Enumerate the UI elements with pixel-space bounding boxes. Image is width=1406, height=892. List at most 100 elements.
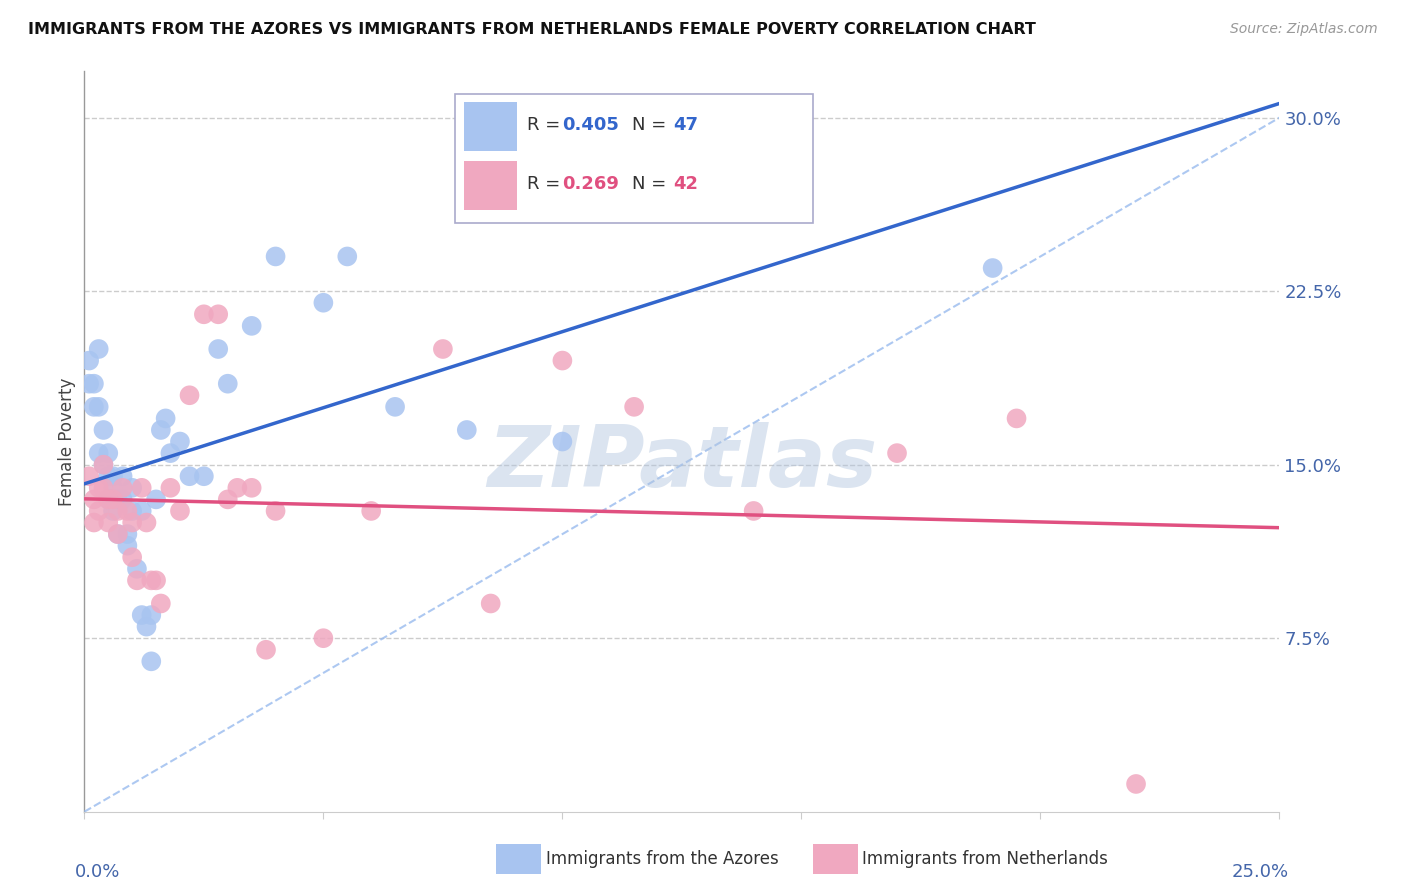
Text: 0.0%: 0.0% xyxy=(75,863,120,880)
Point xyxy=(125,562,148,576)
Point xyxy=(111,469,134,483)
Point xyxy=(131,608,153,623)
Point xyxy=(226,481,249,495)
Point xyxy=(141,654,163,668)
Point xyxy=(87,400,110,414)
Point xyxy=(121,516,143,530)
Text: N =: N = xyxy=(631,175,672,193)
Point xyxy=(551,353,574,368)
Text: 47: 47 xyxy=(673,116,699,134)
Point xyxy=(97,492,120,507)
FancyBboxPatch shape xyxy=(464,161,517,210)
Point xyxy=(336,250,359,264)
Text: ZIPatlas: ZIPatlas xyxy=(486,422,877,505)
Point xyxy=(83,516,105,530)
Point xyxy=(193,307,215,321)
Text: Source: ZipAtlas.com: Source: ZipAtlas.com xyxy=(1230,22,1378,37)
Point xyxy=(111,492,134,507)
Point xyxy=(432,342,454,356)
Point xyxy=(240,481,263,495)
Point xyxy=(207,307,229,321)
Point xyxy=(551,434,574,449)
Point xyxy=(87,446,110,460)
Text: R =: R = xyxy=(527,116,565,134)
Point xyxy=(101,469,124,483)
Point xyxy=(312,631,335,645)
Point xyxy=(264,504,287,518)
Point xyxy=(121,504,143,518)
Point xyxy=(207,342,229,356)
Text: 25.0%: 25.0% xyxy=(1232,863,1289,880)
Point xyxy=(93,481,115,495)
Point xyxy=(87,504,110,518)
Point xyxy=(117,504,139,518)
Text: 0.405: 0.405 xyxy=(562,116,619,134)
FancyBboxPatch shape xyxy=(464,102,517,151)
Point xyxy=(83,376,105,391)
Point xyxy=(135,619,157,633)
Point xyxy=(159,446,181,460)
Point xyxy=(97,492,120,507)
Point xyxy=(125,574,148,588)
Point xyxy=(217,492,239,507)
Point xyxy=(141,608,163,623)
Point xyxy=(193,469,215,483)
Point xyxy=(1125,777,1147,791)
Point xyxy=(623,400,645,414)
Point xyxy=(77,469,100,483)
FancyBboxPatch shape xyxy=(456,94,814,223)
Point xyxy=(981,260,1004,275)
Point xyxy=(77,353,100,368)
Point xyxy=(264,250,287,264)
Point xyxy=(83,400,105,414)
Point xyxy=(141,574,163,588)
Point xyxy=(97,446,120,460)
Point xyxy=(169,434,191,449)
Point xyxy=(240,318,263,333)
Point xyxy=(101,481,124,495)
Point xyxy=(121,481,143,495)
Text: R =: R = xyxy=(527,175,565,193)
Point xyxy=(742,145,765,160)
Point xyxy=(97,469,120,483)
Point xyxy=(107,504,129,518)
Point xyxy=(886,446,908,460)
Point xyxy=(145,574,167,588)
Point xyxy=(117,527,139,541)
Point xyxy=(101,504,124,518)
Point xyxy=(117,539,139,553)
Point xyxy=(179,388,201,402)
Point xyxy=(254,642,277,657)
Point xyxy=(93,458,115,472)
Text: 42: 42 xyxy=(673,175,699,193)
Point xyxy=(107,527,129,541)
Point xyxy=(479,597,502,611)
Point xyxy=(111,481,134,495)
Point xyxy=(97,516,120,530)
Text: N =: N = xyxy=(631,116,672,134)
Text: 0.269: 0.269 xyxy=(562,175,619,193)
Point xyxy=(169,504,191,518)
Point xyxy=(384,400,406,414)
Point xyxy=(87,481,110,495)
Point xyxy=(159,481,181,495)
Point xyxy=(149,597,172,611)
Point xyxy=(312,295,335,310)
Point xyxy=(145,492,167,507)
Point xyxy=(107,527,129,541)
Point xyxy=(135,516,157,530)
Y-axis label: Female Poverty: Female Poverty xyxy=(58,377,76,506)
Point xyxy=(742,504,765,518)
Point xyxy=(93,423,115,437)
Point xyxy=(77,376,100,391)
Point xyxy=(1005,411,1028,425)
Point xyxy=(107,492,129,507)
Point xyxy=(179,469,201,483)
Point xyxy=(149,423,172,437)
Point xyxy=(360,504,382,518)
Point xyxy=(217,376,239,391)
Text: Immigrants from the Azores: Immigrants from the Azores xyxy=(546,850,779,868)
Point xyxy=(83,492,105,507)
Point xyxy=(131,481,153,495)
Point xyxy=(93,458,115,472)
